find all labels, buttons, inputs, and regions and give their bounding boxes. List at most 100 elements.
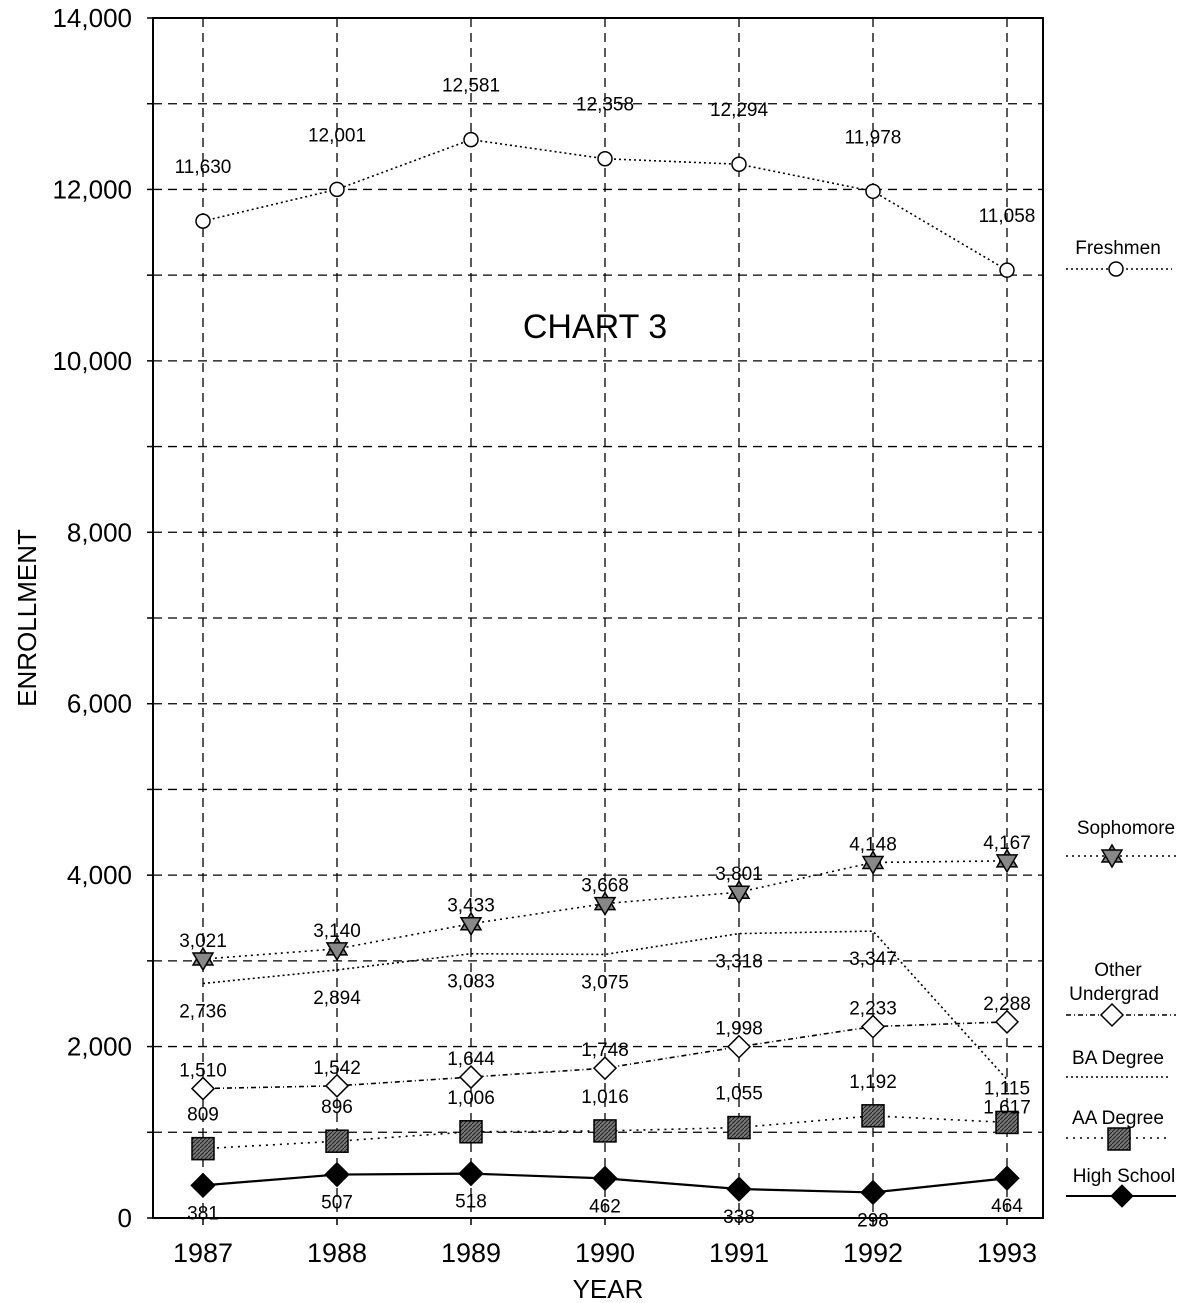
legend-item-sophomore: Sophomore (1066, 818, 1176, 869)
data-label: 809 (187, 1105, 219, 1126)
legend-item-aa-degree: AA Degree (1066, 1108, 1170, 1151)
data-label: 1,115 (984, 1078, 1030, 1099)
data-point (999, 262, 1015, 278)
data-label: 2,894 (313, 988, 361, 1009)
data-point (860, 1014, 886, 1039)
data-point (458, 1160, 484, 1187)
y-axis-title: ENROLLMENT (12, 529, 42, 707)
data-point (459, 916, 483, 937)
y-tick-label: 2,000 (67, 1032, 132, 1062)
data-point (861, 1104, 885, 1128)
legend-marker-aa-degree (1107, 1127, 1131, 1151)
data-label: 298 (857, 1210, 889, 1231)
x-tick-label: 1993 (977, 1238, 1037, 1268)
data-point (861, 855, 885, 875)
data-label: 3,140 (313, 921, 361, 942)
data-label: 11,978 (845, 127, 902, 148)
data-label: 2,288 (983, 994, 1031, 1015)
data-labels: 11,630 12,001 12,581 12,358 12,294 11,978 11,0… (175, 76, 1036, 1232)
legend-label-high-school: High School (1073, 1166, 1175, 1187)
legend-marker-high-school (1110, 1184, 1134, 1208)
legend-item-ba-degree: BA Degree (1066, 1048, 1170, 1078)
legend-marker-freshmen (1108, 261, 1124, 277)
data-label: 1,055 (715, 1084, 763, 1105)
data-point (191, 952, 215, 972)
data-label: 3,075 (581, 972, 629, 993)
x-tick-label: 1991 (709, 1238, 769, 1268)
data-label: 1,016 (581, 1087, 629, 1108)
data-point (727, 1115, 751, 1140)
data-label: 12,001 (308, 125, 366, 146)
data-point (195, 213, 211, 229)
x-tick-label: 1990 (575, 1238, 635, 1268)
legend-label-aa-degree: AA Degree (1072, 1108, 1164, 1129)
data-label: 2,233 (849, 999, 897, 1020)
data-label: 3,347 (849, 949, 897, 970)
data-point (726, 1176, 752, 1202)
data-label: 12,358 (576, 95, 634, 116)
data-label: 896 (321, 1097, 353, 1118)
data-label: 3,318 (715, 952, 763, 973)
y-tick-label: 14,000 (52, 3, 132, 33)
data-label: 12,581 (442, 76, 500, 97)
legend-label-other-line1: Other (1094, 960, 1142, 981)
data-point (593, 1119, 617, 1143)
data-label: 1,617 (983, 1097, 1031, 1118)
data-point (463, 131, 479, 148)
legend-marker-other-undergrad (1099, 1002, 1125, 1028)
data-point (324, 1161, 350, 1188)
data-point (190, 1076, 216, 1101)
data-label: 338 (723, 1207, 755, 1228)
data-point (324, 1073, 350, 1098)
x-tick-label: 1988 (307, 1238, 367, 1268)
legend-label-ba-degree: BA Degree (1072, 1048, 1164, 1069)
series (190, 131, 1020, 1206)
data-label: 1,510 (179, 1061, 227, 1082)
data-point (597, 150, 613, 167)
legend-marker-sophomore-b (1100, 849, 1124, 869)
data-point (325, 1129, 349, 1153)
data-label: 381 (187, 1203, 219, 1224)
data-label: 507 (321, 1193, 353, 1214)
data-label: 3,668 (581, 876, 629, 897)
data-label: 1,998 (715, 1019, 763, 1040)
data-point (592, 1165, 618, 1192)
data-point (727, 885, 751, 905)
y-tick-label: 10,000 (52, 346, 132, 376)
data-label: 11,058 (979, 206, 1036, 227)
data-point (459, 1120, 483, 1144)
data-label: 4,148 (849, 834, 897, 855)
data-point (592, 1056, 618, 1081)
y-tick-label: 6,000 (67, 689, 132, 719)
data-point (860, 1179, 886, 1206)
data-point (593, 896, 617, 917)
x-tick-label: 1989 (441, 1238, 501, 1268)
legend: Freshmen Sophomore Other Undergrad BA De… (1066, 238, 1176, 1208)
data-point (191, 1136, 215, 1161)
data-point (994, 1165, 1020, 1191)
data-label: 464 (991, 1196, 1023, 1217)
x-axis-ticks: 1987 1988 1989 1990 1991 1992 1993 (173, 1218, 1037, 1268)
data-label: 1,644 (447, 1049, 495, 1070)
data-point (726, 1034, 752, 1059)
data-label: 3,433 (447, 896, 495, 917)
data-label: 4,167 (983, 833, 1031, 854)
data-point (995, 1110, 1019, 1135)
x-axis-title: YEAR (573, 1274, 644, 1303)
data-point (458, 1065, 484, 1090)
y-axis-ticks: 0 2,000 4,000 6,000 8,000 10,000 12,000 14,000 (52, 3, 153, 1233)
data-label: 462 (589, 1196, 621, 1217)
x-tick-label: 1987 (173, 1238, 233, 1268)
data-point (325, 942, 349, 962)
data-label: 1,192 (849, 1072, 897, 1093)
data-label: 11,630 (175, 157, 232, 178)
x-tick-label: 1992 (843, 1238, 903, 1268)
legend-item-other-undergrad: Other Undergrad (1066, 960, 1176, 1028)
data-label: 1,542 (313, 1058, 361, 1079)
y-tick-label: 8,000 (67, 517, 132, 547)
data-label: 1,748 (581, 1040, 629, 1061)
data-label: 12,294 (710, 100, 769, 121)
data-point (731, 156, 747, 172)
grid (153, 18, 1043, 1218)
